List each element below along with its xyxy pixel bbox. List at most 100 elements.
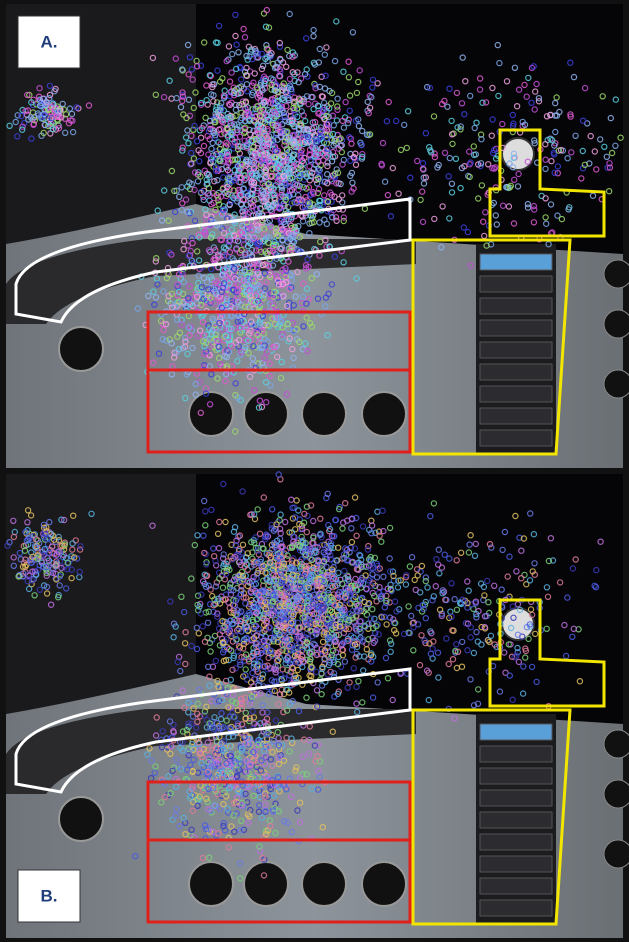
gaze-dot bbox=[324, 332, 331, 339]
gaze-dot bbox=[202, 215, 210, 222]
gaze-dot bbox=[212, 39, 220, 46]
gaze-dot bbox=[387, 212, 395, 220]
side-gauge bbox=[603, 839, 629, 869]
gaze-dot bbox=[304, 133, 312, 141]
gaze-dot bbox=[216, 145, 224, 153]
gaze-dot bbox=[232, 380, 239, 387]
gaze-dot bbox=[515, 170, 522, 178]
gaze-dot bbox=[36, 84, 43, 92]
gaze-dot bbox=[531, 106, 538, 113]
gaze-dot bbox=[285, 134, 292, 141]
gaze-dot bbox=[288, 277, 295, 284]
gaze-dot bbox=[245, 233, 253, 240]
gaze-dot bbox=[244, 242, 252, 250]
gaze-dot bbox=[339, 117, 346, 125]
gaze-dot bbox=[207, 294, 214, 302]
gaze-dot bbox=[185, 139, 192, 147]
gaze-dot bbox=[276, 321, 283, 328]
gaze-dot bbox=[548, 136, 556, 144]
gaze-dot bbox=[255, 404, 263, 411]
gaze-dot bbox=[283, 63, 290, 71]
gaze-dot bbox=[223, 139, 230, 146]
gaze-dot bbox=[511, 176, 518, 183]
gaze-dot bbox=[243, 87, 251, 95]
gaze-dot bbox=[467, 159, 474, 166]
gaze-dot bbox=[179, 144, 186, 151]
gaze-dot bbox=[197, 173, 204, 180]
gaze-dot bbox=[542, 195, 549, 202]
gaze-dot bbox=[278, 187, 285, 194]
gaze-dot bbox=[480, 218, 487, 225]
gaze-dot bbox=[369, 76, 377, 84]
gaze-dot bbox=[324, 198, 332, 205]
gaze-dot bbox=[271, 153, 278, 161]
gaze-dot bbox=[216, 319, 223, 327]
gaze-dot bbox=[340, 68, 347, 75]
gaze-dot bbox=[193, 624, 200, 631]
gaze-dot bbox=[274, 231, 282, 239]
gaze-dot bbox=[605, 187, 613, 195]
gaze-dot bbox=[289, 53, 296, 60]
gaze-dot bbox=[68, 110, 76, 118]
gaze-dot bbox=[268, 81, 275, 89]
gaze-dot bbox=[200, 142, 208, 150]
radio-unit bbox=[479, 811, 553, 829]
gaze-dot bbox=[252, 172, 260, 179]
gaze-dot bbox=[253, 264, 261, 272]
gaze-dot bbox=[215, 343, 222, 350]
gaze-dot bbox=[253, 84, 261, 91]
gaze-dot bbox=[530, 202, 538, 210]
gaze-dot bbox=[532, 88, 539, 95]
side-gauge bbox=[603, 259, 629, 289]
gaze-dot bbox=[240, 229, 247, 237]
gaze-dot bbox=[256, 241, 263, 248]
gaze-dot bbox=[186, 54, 194, 61]
gaze-dot bbox=[304, 256, 311, 263]
gaze-dot bbox=[226, 101, 234, 109]
gaze-dot bbox=[521, 81, 528, 89]
gaze-dot bbox=[206, 71, 214, 79]
gaze-dot bbox=[253, 222, 261, 229]
gaze-dot bbox=[383, 117, 391, 125]
gaze-dot bbox=[238, 161, 246, 168]
gaze-dot bbox=[243, 72, 251, 80]
gaze-dot bbox=[190, 104, 197, 112]
gaze-dot bbox=[441, 97, 448, 105]
gaze-dot bbox=[459, 54, 466, 61]
gaze-dot bbox=[287, 165, 294, 172]
gaze-dot bbox=[478, 182, 486, 189]
gaze-dot bbox=[223, 353, 230, 361]
gaze-dot bbox=[259, 295, 267, 302]
gaze-dot bbox=[490, 146, 498, 154]
gaze-dot bbox=[243, 64, 250, 72]
gaze-dot bbox=[314, 295, 322, 302]
gaze-dot bbox=[207, 234, 215, 241]
gaze-dot bbox=[266, 273, 274, 281]
gaze-dot bbox=[333, 166, 340, 173]
gaze-dot bbox=[19, 106, 26, 114]
gaze-dot bbox=[317, 132, 324, 140]
gaze-dot bbox=[168, 304, 176, 311]
gaze-dot bbox=[570, 73, 578, 81]
gaze-dot bbox=[251, 70, 258, 77]
gaze-dot bbox=[446, 215, 453, 222]
gaze-dot bbox=[160, 288, 167, 295]
gaze-dot bbox=[276, 205, 283, 212]
gaze-dot bbox=[240, 25, 247, 33]
gaze-dot bbox=[195, 257, 203, 264]
gaze-dot bbox=[322, 303, 329, 310]
gaze-dot bbox=[215, 22, 223, 30]
gaze-dot bbox=[255, 282, 262, 289]
gaze-dot bbox=[475, 195, 482, 202]
gaze-dot bbox=[228, 69, 235, 76]
gaze-dot bbox=[353, 89, 361, 97]
gaze-dot bbox=[246, 287, 254, 294]
gaze-dot bbox=[226, 201, 233, 209]
gaze-dot bbox=[200, 274, 208, 282]
gaze-dot bbox=[448, 117, 455, 125]
gaze-dot bbox=[444, 103, 451, 110]
gaze-dot bbox=[208, 145, 215, 152]
gaze-dot bbox=[228, 192, 235, 199]
gaze-dot bbox=[216, 295, 224, 303]
gaze-dot bbox=[311, 61, 319, 68]
